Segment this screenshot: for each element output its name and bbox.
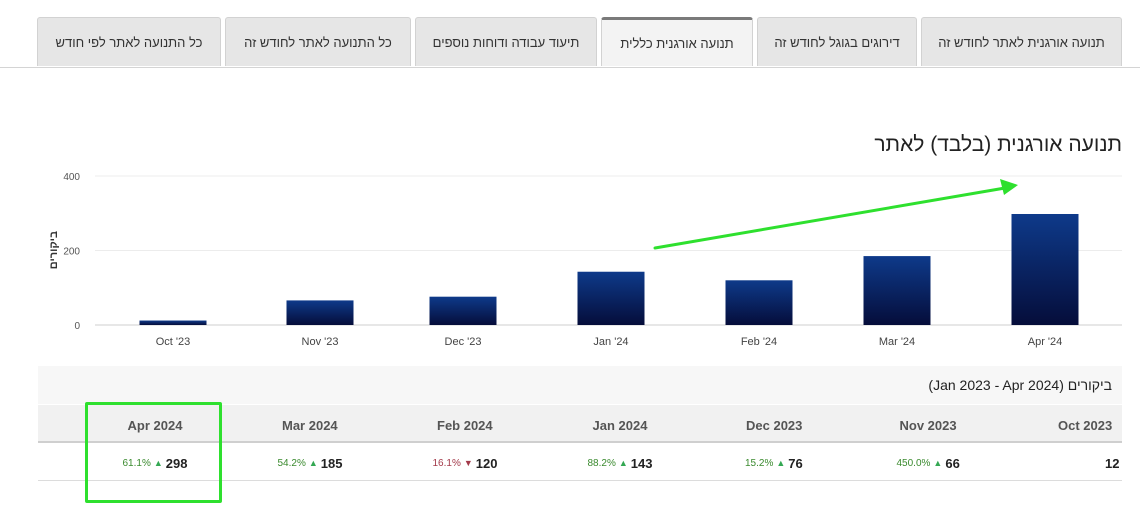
table-cell: 15.2% ▲ 76 <box>745 456 803 471</box>
tab-organic-traffic-this-month[interactable]: תנועה אורגנית לאתר לחודש זה <box>921 17 1122 66</box>
cell-value: 66 <box>945 456 960 471</box>
table-cell: 54.2% ▲ 185 <box>278 456 343 471</box>
bar <box>1011 213 1079 325</box>
cell-value: 185 <box>320 456 343 471</box>
up-arrow-icon: ▲ <box>933 458 943 468</box>
bar <box>863 256 931 325</box>
x-tick-label: Nov '23 <box>302 336 339 348</box>
table-column-header: Mar 2024 <box>282 418 338 433</box>
x-tick-label: Mar '24 <box>879 336 915 348</box>
y-tick-label: 0 <box>74 321 80 332</box>
trend-arrow-line <box>653 186 1007 250</box>
bar <box>725 280 793 325</box>
organic-traffic-bar-chart: Oct '23 Nov '23 Dec '23 Jan '24 Feb '24 Mar '… <box>63 172 1122 348</box>
chart-y-labels: 0 200 400 <box>63 172 80 332</box>
chart-bars <box>139 213 1079 325</box>
bar <box>577 271 645 325</box>
change-percent: 15.2% <box>745 458 774 469</box>
change-percent: 88.2% <box>587 458 616 469</box>
tab-all-traffic-by-month[interactable]: כל התנועה לאתר לפי חודש <box>37 17 221 66</box>
cell-value: 298 <box>165 456 188 471</box>
change-percent: 54.2% <box>277 458 306 469</box>
tab-work-log-reports[interactable]: תיעוד עבודה ודוחות נוספים <box>415 17 597 66</box>
table-column-header: Apr 2024 <box>127 418 183 433</box>
table-caption: ביקורים (Jan 2023 - Apr 2024) <box>928 377 1112 393</box>
table-cell: 450.0% ▲ 66 <box>897 456 960 471</box>
page-title: תנועה אורגנית (בלבד) לאתר <box>874 133 1122 157</box>
table-cell: 88.2% ▲ 143 <box>588 456 653 471</box>
table-caption-bar <box>38 366 1122 404</box>
tab-bar: תנועה אורגנית לאתר לחודש זה דירוגים בגוג… <box>0 0 1140 68</box>
bar <box>286 300 354 325</box>
cell-value: 143 <box>630 456 653 471</box>
table-column-header: Oct 2023 <box>1058 418 1113 433</box>
table-column-header: Nov 2023 <box>899 418 957 433</box>
y-tick-label: 400 <box>63 172 80 183</box>
change-percent: 450.0% <box>896 458 931 469</box>
x-tick-label: Apr '24 <box>1028 336 1063 348</box>
cell-value: 120 <box>475 456 498 471</box>
x-tick-label: Dec '23 <box>445 336 482 348</box>
highlight-box <box>85 402 222 503</box>
bar <box>429 296 497 325</box>
y-tick-label: 200 <box>63 247 80 258</box>
up-arrow-icon: ▲ <box>308 458 318 468</box>
up-arrow-icon: ▲ <box>776 458 786 468</box>
table-cell: 12 <box>1105 456 1119 471</box>
bar <box>139 320 207 325</box>
table-cell: 16.1% ▼ 120 <box>433 456 498 471</box>
cell-value: 12 <box>1105 456 1120 471</box>
chart-x-labels: Oct '23 Nov '23 Dec '23 Jan '24 Feb '24 Mar '… <box>156 336 1063 348</box>
tab-google-rankings-this-month[interactable]: דירוגים בגוגל לחודש זה <box>757 17 917 66</box>
tab-all-traffic-this-month[interactable]: כל התנועה לאתר לחודש זה <box>225 17 411 66</box>
trend-arrow-head <box>1000 179 1018 195</box>
cell-value: 76 <box>788 456 803 471</box>
table-row-divider <box>38 480 1122 481</box>
down-arrow-icon: ▼ <box>463 458 473 468</box>
table-column-header: Jan 2024 <box>592 418 648 433</box>
up-arrow-icon: ▲ <box>618 458 628 468</box>
up-arrow-icon: ▲ <box>153 458 163 468</box>
table-column-header: Feb 2024 <box>437 418 493 433</box>
tab-general-organic-traffic[interactable]: תנועה אורגנית כללית <box>601 17 753 66</box>
table-header-row <box>38 405 1122 443</box>
x-tick-label: Oct '23 <box>156 336 191 348</box>
table-column-header: Dec 2023 <box>746 418 803 433</box>
x-tick-label: Feb '24 <box>741 336 777 348</box>
change-percent: 16.1% <box>432 458 461 469</box>
x-tick-label: Jan '24 <box>593 336 628 348</box>
trend-arrow <box>653 179 1018 250</box>
change-percent: 61.1% <box>122 458 151 469</box>
table-cell: 61.1% ▲ 298 <box>123 456 188 471</box>
